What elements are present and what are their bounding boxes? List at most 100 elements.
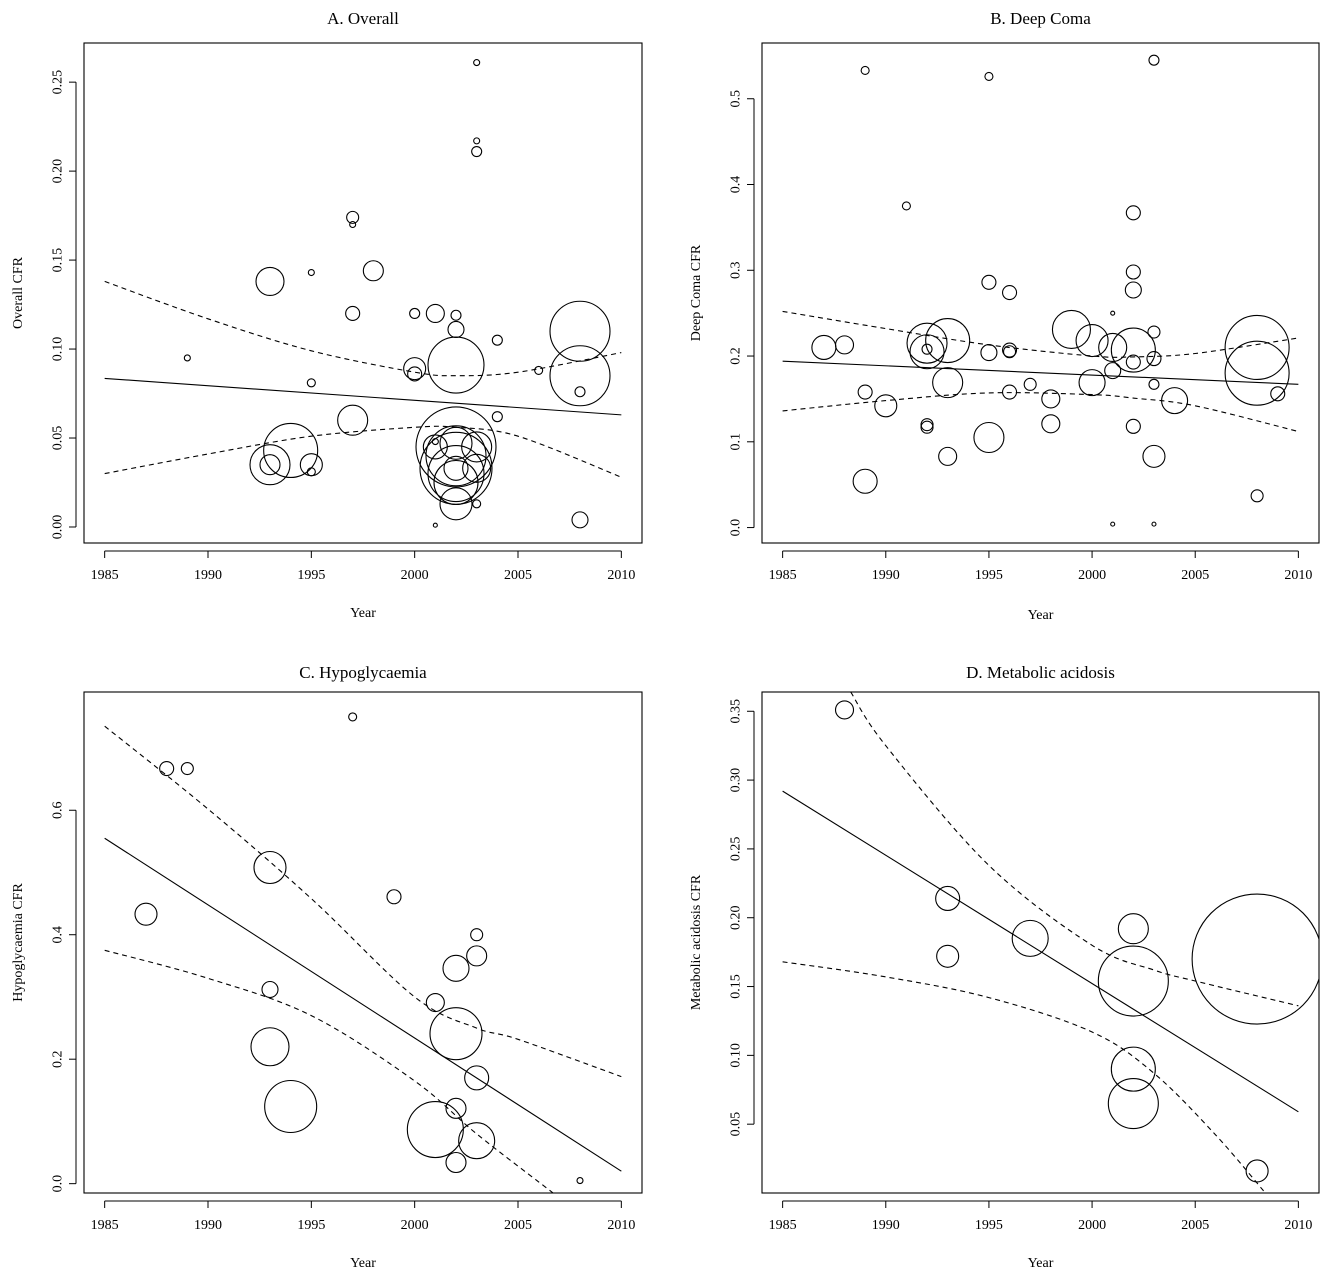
- data-point: [427, 445, 485, 503]
- x-tick-label: 2010: [1284, 1218, 1312, 1233]
- data-point: [1250, 489, 1264, 503]
- data-point: [1245, 1159, 1269, 1183]
- data-point: [473, 137, 481, 145]
- chart-title: B. Deep Coma: [990, 9, 1091, 28]
- x-tick-label: 1990: [872, 1218, 900, 1233]
- data-point: [1041, 389, 1061, 409]
- y-tick-label: 0.4: [729, 176, 744, 194]
- plot-area: [104, 712, 622, 1193]
- data-point: [1002, 285, 1018, 301]
- regression-line: [104, 837, 622, 1172]
- data-point: [425, 425, 487, 487]
- data-point: [1110, 327, 1156, 373]
- data-point: [409, 307, 421, 320]
- data-point: [1002, 342, 1018, 358]
- data-point: [471, 145, 483, 158]
- data-point: [462, 453, 492, 483]
- y-axis-label: Metabolic acidosis CFR: [689, 874, 704, 1010]
- chart-title: C. Hypoglycaemia: [299, 663, 427, 682]
- data-point: [306, 467, 316, 477]
- data-point: [345, 305, 361, 322]
- x-tick-label: 1985: [91, 1218, 119, 1233]
- y-tick-label: 0.20: [51, 159, 66, 184]
- data-point: [1270, 386, 1286, 402]
- x-axis: 1985 1990 1995 2000 2005 2010: [91, 550, 635, 583]
- chart-title: A. Overall: [327, 9, 399, 28]
- x-tick-label: 2010: [1284, 568, 1312, 583]
- data-point: [984, 71, 994, 81]
- y-tick-label: 0.4: [51, 926, 66, 944]
- data-point: [1104, 362, 1122, 380]
- x-tick-label: 2005: [1181, 1218, 1209, 1233]
- y-tick-label: 0.10: [51, 337, 66, 362]
- data-point: [491, 334, 503, 346]
- data-point: [1224, 340, 1290, 406]
- panel-b: B. Deep Coma 1985 1990 1995 2000 2005 2010 Year…: [689, 9, 1320, 623]
- data-point: [981, 274, 997, 290]
- y-tick-label: 0.0: [51, 1175, 66, 1193]
- plot-frame: [761, 691, 1320, 1194]
- y-tick-label: 0.2: [729, 347, 744, 365]
- panel-c: C. Hypoglycaemia 1985 1990 1995 2000 2005 2010…: [11, 663, 643, 1271]
- data-point: [461, 431, 493, 463]
- ci-upper-line: [782, 310, 1299, 358]
- x-tick-label: 1995: [297, 568, 325, 583]
- data-point: [427, 336, 485, 394]
- data-point: [1011, 919, 1049, 957]
- y-tick-label: 0.30: [729, 768, 744, 793]
- data-point: [549, 300, 611, 362]
- data-point: [860, 65, 870, 75]
- data-point: [306, 378, 316, 388]
- y-tick-label: 0.15: [51, 248, 66, 273]
- data-point: [429, 1007, 483, 1061]
- x-tick-label: 2000: [401, 568, 429, 583]
- data-point: [906, 322, 948, 364]
- data-point: [925, 318, 971, 364]
- y-tick-label: 0.05: [729, 1112, 744, 1137]
- data-point: [571, 511, 589, 529]
- x-tick-label: 2010: [607, 568, 635, 583]
- data-point: [1110, 1046, 1156, 1092]
- data-point: [1117, 913, 1149, 945]
- data-point: [1161, 387, 1189, 415]
- data-point: [442, 954, 470, 982]
- y-axis: 0.00 0.05 0.10 0.15 0.20 0.25: [51, 70, 77, 539]
- x-tick-label: 2005: [504, 568, 532, 583]
- data-point: [159, 761, 175, 777]
- data-point: [1147, 325, 1161, 339]
- data-point: [1125, 264, 1141, 280]
- data-point: [425, 993, 445, 1013]
- data-point: [932, 367, 964, 399]
- ci-lower-line: [782, 961, 1266, 1193]
- data-point: [473, 59, 481, 67]
- data-point: [1041, 414, 1061, 434]
- x-tick-label: 1985: [769, 568, 797, 583]
- data-point: [973, 421, 1005, 454]
- data-point: [1146, 351, 1162, 367]
- x-axis-label: Year: [350, 606, 376, 621]
- x-tick-label: 1995: [975, 568, 1003, 583]
- x-tick-label: 1985: [769, 1218, 797, 1233]
- x-tick-label: 1990: [194, 568, 222, 583]
- data-point: [261, 980, 279, 999]
- y-tick-label: 0.1: [729, 433, 744, 451]
- x-tick-label: 1985: [91, 568, 119, 583]
- y-tick-label: 0.00: [51, 515, 66, 540]
- data-point: [425, 303, 445, 324]
- y-axis-label: Overall CFR: [11, 256, 26, 329]
- data-point: [1125, 354, 1141, 370]
- data-point: [1107, 1077, 1159, 1130]
- data-point: [439, 487, 473, 521]
- ci-upper-line: [850, 692, 1299, 1007]
- data-point: [1002, 384, 1018, 400]
- data-point: [431, 438, 439, 446]
- data-point: [576, 1177, 584, 1185]
- data-point: [249, 444, 291, 486]
- y-tick-label: 0.35: [729, 699, 744, 724]
- data-point: [936, 944, 960, 968]
- data-point: [253, 850, 287, 885]
- data-point: [407, 366, 423, 382]
- data-point: [458, 1122, 496, 1160]
- data-point: [811, 334, 837, 361]
- regression-line: [104, 377, 622, 416]
